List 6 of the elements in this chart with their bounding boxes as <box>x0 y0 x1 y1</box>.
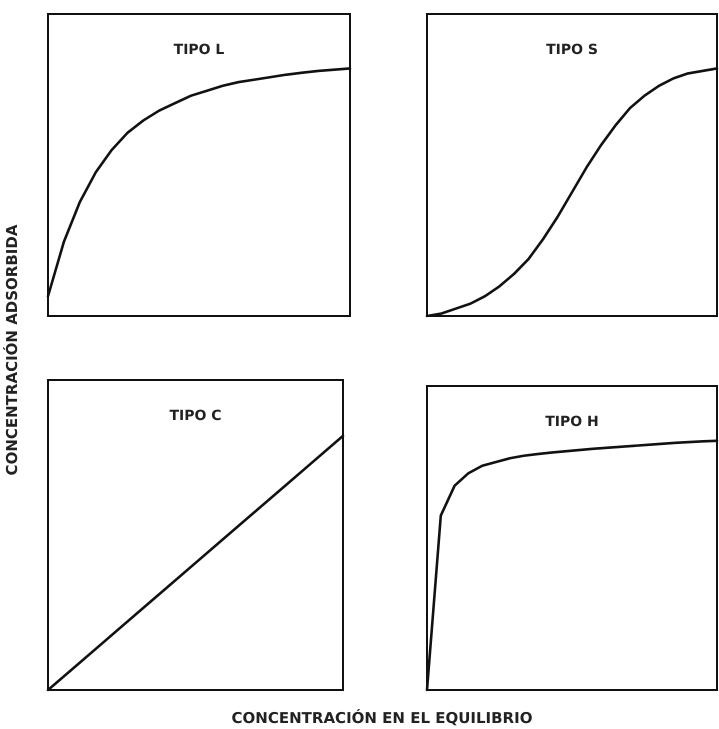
chart-title: TIPO C <box>169 408 222 424</box>
chart-title: TIPO H <box>545 414 599 430</box>
chart-title: TIPO S <box>546 42 598 58</box>
chart-title: TIPO L <box>174 42 224 58</box>
y-axis-title: CONCENTRACIÓN ADSORBIDA <box>3 224 21 476</box>
x-axis-title: CONCENTRACIÓN EN EL EQUILIBRIO <box>232 709 532 727</box>
